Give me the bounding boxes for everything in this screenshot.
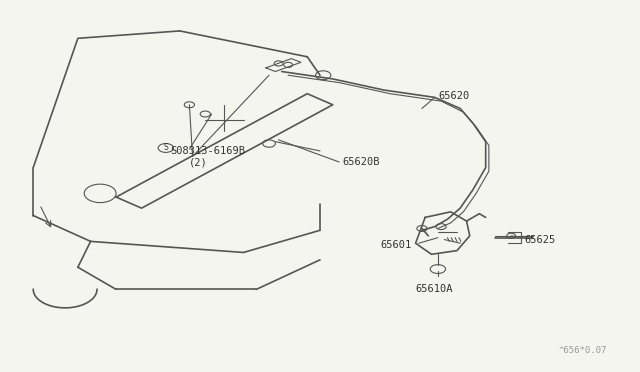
Text: S08313-6169B: S08313-6169B — [170, 146, 245, 156]
Text: 65620B: 65620B — [342, 157, 380, 167]
Text: ^656*0.07: ^656*0.07 — [559, 346, 607, 355]
Text: 65601: 65601 — [381, 240, 412, 250]
Text: 65610A: 65610A — [415, 284, 453, 294]
Text: 65625: 65625 — [524, 234, 555, 244]
Text: S: S — [163, 144, 168, 153]
Text: (2): (2) — [189, 157, 208, 167]
Text: 65620: 65620 — [438, 90, 469, 100]
